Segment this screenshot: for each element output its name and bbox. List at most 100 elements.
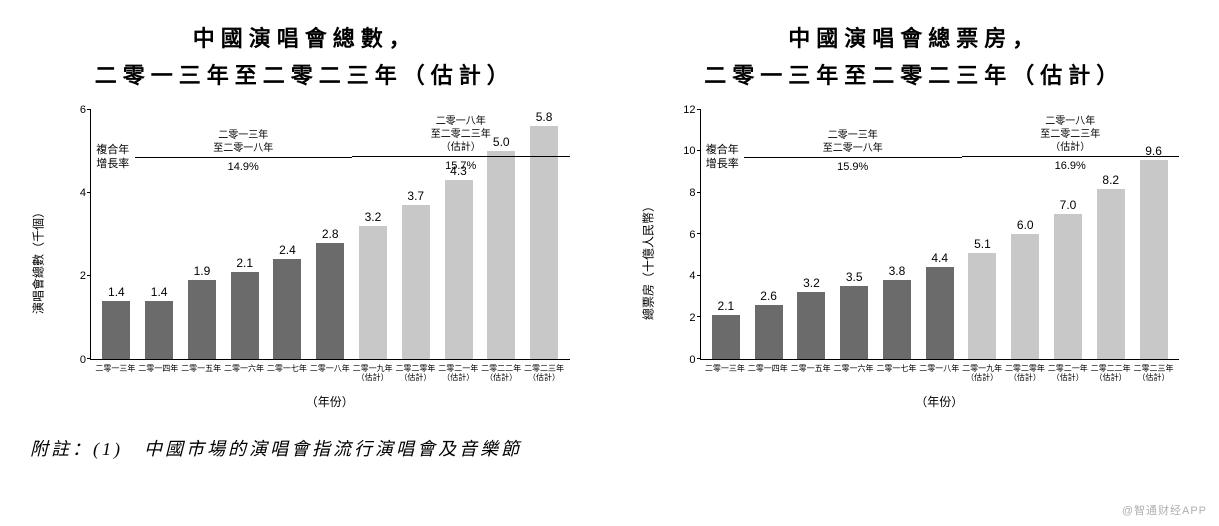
x-axis-label: （年份） [700,393,1180,410]
y-tick: 4 [689,270,695,282]
bar-value-label: 3.7 [407,189,424,203]
bar [188,280,216,359]
bar [402,205,430,359]
bar-value-label: 3.8 [889,264,906,278]
bar-value-label: 2.8 [322,227,339,241]
cagr-label: 複合年增長率 [91,115,135,174]
bar [231,272,259,359]
bar-value-label: 4.4 [931,251,948,265]
bar [359,226,387,359]
bar-value-label: 3.2 [803,276,820,290]
y-tick: 0 [80,354,86,366]
x-axis: 二零一三年二零一四年二零一五年二零一六年二零一七年二零一八年二零一九年（估計）二… [700,360,1180,383]
x-tick: 二零一三年 [95,360,135,383]
x-tick: 二零一五年 [791,360,831,383]
y-tick: 10 [683,145,695,157]
x-tick: 二零一八年 [310,360,350,383]
plot-area: 複合年增長率二零一三年至二零一八年15.9%二零一八年至二零二三年（估計）16.… [700,110,1180,360]
x-tick: 二零二零年（估計） [1005,360,1045,383]
cagr-label: 複合年增長率 [701,115,745,174]
y-tick: 0 [689,354,695,366]
bar [1097,189,1125,359]
chart-left-title: 中國演唱會總數， 二零一三年至二零二三年（估計） [30,20,580,95]
x-tick: 二零一六年 [224,360,264,383]
x-tick: 二零一八年 [919,360,959,383]
x-tick: 二零二二年（估計） [481,360,521,383]
watermark: @智通财经APP [1122,502,1207,518]
bar-value-label: 6.0 [1017,218,1034,232]
x-tick: 二零一九年（估計） [353,360,393,383]
bar [487,151,515,359]
chart-right-area: 總票房（十億人民幣） 024681012 複合年增長率二零一三年至二零一八年15… [640,110,1190,410]
x-tick: 二零二二年（估計） [1091,360,1131,383]
bar [797,292,825,358]
x-tick: 二零二一年（估計） [1048,360,1088,383]
y-tick: 6 [689,229,695,241]
bar [145,301,173,359]
y-axis: 024681012 [670,110,700,360]
chart-right-title: 中國演唱會總票房， 二零一三年至二零二三年（估計） [640,20,1190,95]
y-axis: 0246 [60,110,90,360]
bar [273,259,301,359]
bar-value-label: 7.0 [1060,198,1077,212]
x-tick: 二零一三年 [705,360,745,383]
bar [1140,160,1168,359]
x-tick: 二零一四年 [748,360,788,383]
x-tick: 二零二三年（估計） [524,360,564,383]
bar-value-label: 1.4 [108,285,125,299]
bar-value-label: 2.4 [279,243,296,257]
x-tick: 二零一七年 [267,360,307,383]
chart-left: 中國演唱會總數， 二零一三年至二零二三年（估計） 演唱會總數（千個） 0246 … [30,20,580,410]
chart-left-area: 演唱會總數（千個） 0246 複合年增長率二零一三年至二零一八年14.9%二零一… [30,110,580,410]
y-tick: 4 [80,187,86,199]
x-tick: 二零一四年 [138,360,178,383]
y-tick: 12 [683,104,695,116]
cagr-overlay: 複合年增長率二零一三年至二零一八年14.9%二零一八年至二零二三年（估計）15.… [91,115,570,174]
plot-area: 複合年增長率二零一三年至二零一八年14.9%二零一八年至二零二三年（估計）15.… [90,110,570,360]
y-axis-label: 總票房（十億人民幣） [639,200,656,320]
bar [445,180,473,358]
bar [926,267,954,358]
cagr-segment-2: 二零一八年至二零二三年（估計）15.7% [352,115,570,174]
bar [755,305,783,359]
title-line: 中國演唱會總數， [30,20,580,57]
chart-right: 中國演唱會總票房， 二零一三年至二零二三年（估計） 總票房（十億人民幣） 0 2 4… [640,20,1190,410]
cagr-segment-1: 二零一三年至二零一八年14.9% [135,115,353,174]
x-tick: 二零一六年 [834,360,874,383]
y-tick: 6 [80,104,86,116]
bar-value-label: 3.2 [365,210,382,224]
bar [840,286,868,359]
y-tick: 2 [80,270,86,282]
bar [1054,214,1082,359]
bar-value-label: 1.4 [151,285,168,299]
x-tick: 二零一七年 [876,360,916,383]
title-line: 二零一三年至二零二三年（估計） [640,57,1190,94]
y-tick: 2 [689,312,695,324]
bar [712,315,740,359]
bar-value-label: 1.9 [194,264,211,278]
x-axis-label: （年份） [90,393,570,410]
bar [316,243,344,359]
bar-value-label: 3.5 [846,270,863,284]
bar-value-label: 8.2 [1102,173,1119,187]
x-tick: 二零二三年（估計） [1134,360,1174,383]
y-tick: 8 [689,187,695,199]
x-tick: 二零一五年 [181,360,221,383]
title-line: 二零一三年至二零二三年（估計） [30,57,580,94]
cagr-segment-2: 二零一八年至二零二三年（估計）16.9% [962,115,1180,174]
title-line: 中國演唱會總票房， [640,20,1190,57]
footnote: 附註：(1) 中國市場的演唱會指流行演唱會及音樂節 [30,435,1189,461]
x-tick: 二零一九年（估計） [962,360,1002,383]
cagr-overlay: 複合年增長率二零一三年至二零一八年15.9%二零一八年至二零二三年（估計）16.… [701,115,1180,174]
bar-value-label: 2.6 [760,289,777,303]
bar-value-label: 2.1 [718,299,735,313]
bar-value-label: 5.1 [974,237,991,251]
charts-row: 中國演唱會總數， 二零一三年至二零二三年（估計） 演唱會總數（千個） 0246 … [30,20,1189,410]
bar [102,301,130,359]
bar [1011,234,1039,359]
bar [968,253,996,359]
x-tick: 二零二零年（估計） [395,360,435,383]
x-tick: 二零二一年（估計） [438,360,478,383]
bar [883,280,911,359]
y-axis-label: 演唱會總數（千個） [30,206,47,314]
